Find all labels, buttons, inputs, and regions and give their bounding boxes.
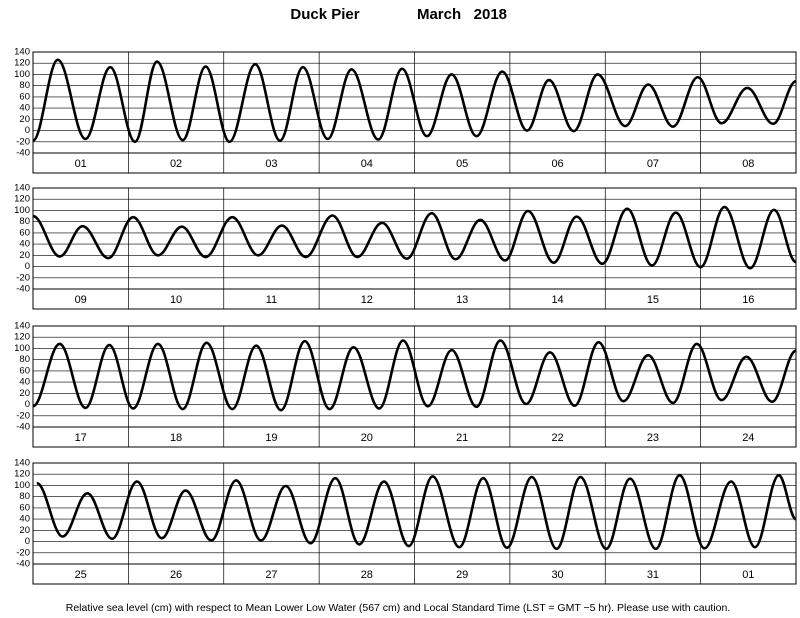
y-tick-label: 60: [19, 227, 30, 238]
y-tick-label: 40: [19, 103, 30, 114]
tide-curve: [36, 474, 798, 551]
y-tick-label: 20: [19, 114, 30, 125]
day-label: 22: [551, 432, 563, 444]
day-label: 23: [647, 432, 659, 444]
y-tick-label: 0: [25, 399, 30, 410]
day-label: 06: [551, 158, 563, 170]
day-label: 10: [170, 294, 182, 306]
day-label: 07: [647, 158, 659, 170]
y-tick-label: -40: [16, 559, 30, 570]
plot-frame: [32, 325, 797, 448]
plot-frame: [32, 187, 797, 310]
y-tick-label: 40: [19, 239, 30, 250]
tide-curve: [32, 205, 797, 270]
y-tick-label: 20: [19, 250, 30, 261]
day-label: 08: [742, 158, 754, 170]
day-label: 26: [170, 569, 182, 581]
y-tick-label: 100: [14, 343, 30, 354]
day-label: 15: [647, 294, 659, 306]
y-tick-label: 0: [25, 261, 30, 272]
day-label: 20: [361, 432, 373, 444]
day-label: 27: [265, 569, 277, 581]
day-label: 14: [551, 294, 563, 306]
day-label: 16: [742, 294, 754, 306]
y-tick-label: 120: [14, 194, 30, 205]
y-tick-label: 20: [19, 525, 30, 536]
day-label: 13: [456, 294, 468, 306]
y-tick-label: 140: [14, 47, 30, 58]
y-tick-label: 100: [14, 205, 30, 216]
day-label: 29: [456, 569, 468, 581]
y-tick-label: 60: [19, 365, 30, 376]
day-label: 31: [647, 569, 659, 581]
y-tick-label: 0: [25, 125, 30, 136]
y-tick-label: 100: [14, 69, 30, 80]
day-label: 11: [266, 294, 277, 306]
y-tick-label: -20: [16, 410, 30, 421]
y-tick-label: 40: [19, 377, 30, 388]
day-label: 03: [265, 158, 277, 170]
y-tick-label: 40: [19, 514, 30, 525]
y-tick-label: 0: [25, 536, 30, 547]
day-label: 30: [551, 569, 563, 581]
day-label: 01: [742, 569, 754, 581]
day-label: 02: [170, 158, 182, 170]
day-label: 21: [456, 432, 468, 444]
plot-frame: [32, 462, 797, 585]
y-tick-label: -40: [16, 422, 30, 433]
y-tick-label: 120: [14, 58, 30, 69]
day-label: 05: [456, 158, 468, 170]
day-label: 12: [361, 294, 373, 306]
month-title: March 2018: [417, 6, 507, 23]
y-tick-label: 20: [19, 388, 30, 399]
day-label: 19: [265, 432, 277, 444]
day-label: 25: [75, 569, 87, 581]
day-label: 18: [170, 432, 182, 444]
y-tick-label: 140: [14, 183, 30, 194]
y-tick-label: 120: [14, 332, 30, 343]
y-tick-label: 80: [19, 80, 30, 91]
day-label: 04: [361, 158, 373, 170]
y-tick-label: 60: [19, 502, 30, 513]
y-tick-label: 60: [19, 91, 30, 102]
plot-frame: [32, 51, 797, 174]
y-tick-label: -40: [16, 284, 30, 295]
y-tick-label: 120: [14, 469, 30, 480]
y-tick-label: 80: [19, 354, 30, 365]
station-title: Duck Pier: [290, 6, 359, 23]
day-label: 17: [75, 432, 87, 444]
day-label: 28: [361, 569, 373, 581]
y-tick-label: 140: [14, 321, 30, 332]
y-tick-label: -40: [16, 148, 30, 159]
y-tick-label: 80: [19, 216, 30, 227]
day-label: 24: [742, 432, 754, 444]
y-tick-label: -20: [16, 136, 30, 147]
y-tick-label: 140: [14, 458, 30, 469]
tide-curve: [31, 58, 797, 144]
y-tick-label: 80: [19, 491, 30, 502]
y-tick-label: -20: [16, 547, 30, 558]
footnote: Relative sea level (cm) with respect to …: [66, 602, 731, 614]
y-tick-label: 100: [14, 480, 30, 491]
day-label: 09: [75, 294, 87, 306]
tide-curve: [32, 339, 797, 412]
y-tick-label: -20: [16, 272, 30, 283]
day-label: 01: [75, 158, 87, 170]
